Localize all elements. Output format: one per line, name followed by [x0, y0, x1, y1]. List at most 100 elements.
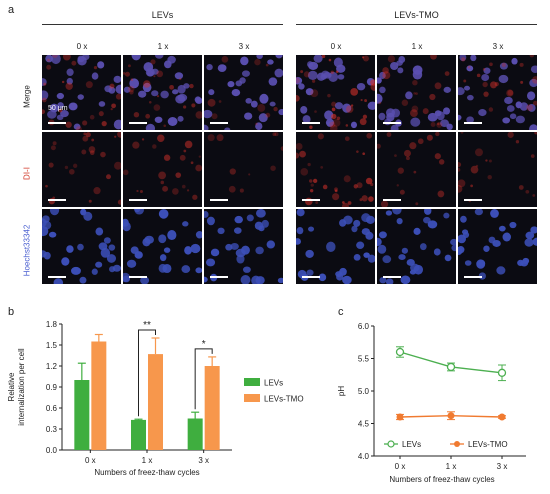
scale-bar: [48, 199, 66, 201]
micrograph-merge-levs-1: [123, 55, 202, 130]
micrograph-red-levs-0: [42, 132, 121, 207]
scale-bar: [302, 199, 320, 201]
micrograph-merge-levs-tmo-1: [377, 55, 456, 130]
col-label-levs-1x: 1 x: [157, 42, 169, 51]
row-label-merge: Merge: [22, 85, 32, 108]
micrograph-merge-levs-2: [204, 55, 283, 130]
bar-chart-internalization: 0.0 0.3 0.6 0.9 1.2 1.5 1.8 Relative internaliza…: [7, 320, 304, 477]
scale-bar: [129, 276, 147, 278]
legend-label: LEVs: [402, 440, 421, 449]
bar-LEVs-TMO-1 x: [148, 354, 163, 450]
y-axis-label: internalization per cell: [17, 348, 26, 426]
micrograph-blue-levs-tmo-2: [458, 209, 537, 284]
bar-LEVs-0 x: [74, 380, 90, 450]
y-tick-label: 0.3: [46, 425, 58, 434]
micrograph-blue-levs-1: [123, 209, 202, 284]
scale-bar: [383, 199, 401, 201]
scale-bar: [383, 276, 401, 278]
bar-LEVs-1 x: [131, 419, 146, 450]
micrograph-red-levs-tmo-1: [377, 132, 456, 207]
y-tick-label: 4.5: [358, 420, 370, 429]
data-point-LEVs: [446, 362, 456, 372]
y-tick-label: 5.5: [358, 355, 370, 364]
y-tick-label: 1.2: [46, 362, 58, 371]
x-tick-label: 3 x: [497, 462, 508, 471]
x-tick-label: 1 x: [446, 462, 457, 471]
group-divider-levs: [42, 24, 283, 25]
col-label-tmo-3x: 3 x: [492, 42, 504, 51]
micrograph-red-levs-tmo-2: [458, 132, 537, 207]
scale-bar: [302, 276, 320, 278]
scale-bar: [210, 122, 228, 124]
micrograph-blue-levs-tmo-1: [377, 209, 456, 284]
data-point-LEVs-TMO: [447, 412, 455, 420]
scale-bar-label: 50 μm: [48, 105, 68, 112]
micrograph-blue-levs-0: [42, 209, 121, 284]
scale-bar: [302, 122, 320, 124]
panel-c-letter: c: [338, 306, 344, 318]
significance-label: *: [202, 339, 206, 350]
legend-marker: [454, 441, 460, 447]
scale-bar: [48, 122, 66, 124]
y-tick-label: 1.5: [46, 341, 58, 350]
scale-bar: [129, 199, 147, 201]
x-axis-label: Numbers of freez-thaw cycles: [94, 468, 199, 477]
bar-LEVs-3 x: [187, 418, 203, 450]
micrograph-merge-levs-tmo-2: [458, 55, 537, 130]
y-axis-label: pH: [337, 386, 346, 396]
y-tick-label: 6.0: [358, 322, 370, 331]
group-divider-levs-tmo: [296, 24, 537, 25]
significance-bracket: [194, 348, 213, 410]
scale-bar: [464, 276, 482, 278]
bar-LEVs-TMO-3 x: [204, 366, 220, 450]
scale-bar: [464, 122, 482, 124]
col-label-levs-0x: 0 x: [76, 42, 88, 51]
y-tick-label: 5.0: [358, 387, 370, 396]
y-tick-label: 0.9: [46, 383, 58, 392]
data-point-LEVs-TMO: [396, 413, 404, 421]
scale-bar: [48, 276, 66, 278]
micrograph-red-levs-tmo-0: [296, 132, 375, 207]
significance-label: **: [143, 320, 151, 331]
x-tick-label: 1 x: [142, 456, 153, 465]
panel-b-letter: b: [8, 306, 15, 318]
panel-a-letter: a: [8, 4, 15, 16]
group-title-levs: LEVs: [151, 10, 174, 20]
scale-bar: [464, 199, 482, 201]
row-label-dii: DI-I: [22, 167, 32, 180]
y-tick-label: 1.8: [46, 320, 58, 329]
micrograph-blue-levs-2: [204, 209, 283, 284]
micrograph-blue-levs-tmo-0: [296, 209, 375, 284]
legend-swatch-LEVs-TMO: [244, 394, 260, 402]
legend-label: LEVs-TMO: [264, 395, 304, 404]
micrograph-merge-levs-tmo-0: [296, 55, 375, 130]
data-point-LEVs: [497, 368, 507, 377]
legend-swatch-LEVs: [244, 378, 260, 386]
col-label-tmo-1x: 1 x: [411, 42, 423, 51]
micrograph-red-levs-1: [123, 132, 202, 207]
legend-label: LEVs-TMO: [468, 440, 508, 449]
y-tick-label: 0.0: [46, 446, 58, 455]
y-tick-label: 0.6: [46, 404, 58, 413]
col-label-levs-3x: 3 x: [238, 42, 250, 51]
legend-marker: [387, 440, 395, 448]
col-label-tmo-0x: 0 x: [330, 42, 342, 51]
data-point-LEVs: [395, 347, 405, 357]
y-axis-label: Relative: [7, 372, 16, 401]
bar-LEVs-TMO-0 x: [91, 341, 107, 450]
scale-bar: [383, 122, 401, 124]
significance-bracket: [138, 329, 156, 417]
x-tick-label: 0 x: [85, 456, 96, 465]
row-label-hoechst: Hoechst33342: [22, 224, 32, 277]
data-point-LEVs-TMO: [498, 413, 506, 421]
scale-bar: [129, 122, 147, 124]
x-axis-label: Numbers of freez-thaw cycles: [389, 475, 494, 484]
group-title-levs-tmo: LEVs-TMO: [394, 10, 439, 20]
x-tick-label: 3 x: [198, 456, 209, 465]
scale-bar: [210, 276, 228, 278]
micrograph-merge-levs-0: 50 μm: [42, 55, 121, 130]
x-tick-label: 0 x: [395, 462, 406, 471]
micrograph-red-levs-2: [204, 132, 283, 207]
legend-label: LEVs: [264, 379, 283, 388]
